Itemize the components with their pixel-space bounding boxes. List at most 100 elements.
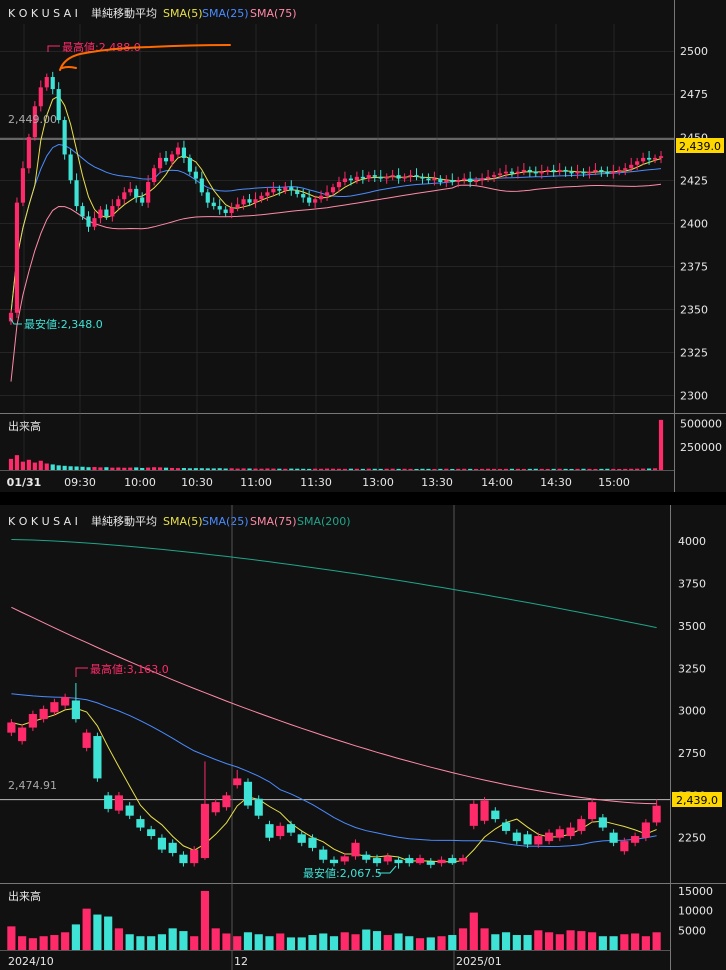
legend-sma25-daily: SMA(25) xyxy=(202,515,249,528)
candle-body xyxy=(372,175,377,177)
sma25-line xyxy=(10,143,662,313)
candle-body xyxy=(405,858,414,864)
candle-body xyxy=(98,209,103,219)
volume-bar xyxy=(62,465,67,470)
volume-bar xyxy=(609,936,618,950)
volume-bar xyxy=(641,468,646,470)
candle-body xyxy=(276,825,285,837)
volume-bar xyxy=(136,936,145,950)
volume-bar xyxy=(515,468,520,470)
volume-bar xyxy=(330,468,336,470)
candle-body xyxy=(61,697,70,706)
candle-body xyxy=(652,157,658,160)
daily-chart-svg: K O K U S A I 単純移動平均 SMA(5) SMA(25) SMA(… xyxy=(0,505,726,970)
volume-bar xyxy=(402,468,407,470)
candle-body xyxy=(253,199,258,203)
ref-line-label-daily: 2,474.91 xyxy=(8,779,57,792)
volume-bar xyxy=(523,935,532,950)
candle-body xyxy=(295,190,300,195)
volume-bar xyxy=(647,468,652,470)
high-label-daily: 最高値:3,163.0 xyxy=(90,662,169,676)
candle-body xyxy=(265,192,270,196)
volume-bar xyxy=(629,468,634,470)
volume-bar xyxy=(211,928,220,950)
volume-bar xyxy=(432,468,437,470)
handwritten-mark xyxy=(59,44,231,71)
handwritten-mark-tail xyxy=(61,66,77,69)
candle-body xyxy=(271,188,276,193)
volume-bar xyxy=(555,934,564,950)
volume-bar xyxy=(491,934,500,950)
candle-body xyxy=(432,178,437,181)
candle-body xyxy=(575,171,580,174)
candle-body xyxy=(140,197,145,203)
candle-body xyxy=(599,169,604,172)
volume-bar xyxy=(68,466,73,470)
x-tick-label: 14:30 xyxy=(540,476,572,489)
candle-body xyxy=(319,849,328,860)
candle-body xyxy=(247,199,252,203)
volume-bar xyxy=(205,468,210,470)
candle-body xyxy=(235,204,240,208)
volume-bar xyxy=(265,936,274,950)
candle-body xyxy=(241,199,246,205)
candle-body xyxy=(114,795,124,811)
candle-body xyxy=(555,829,564,838)
volume-bar xyxy=(114,928,124,950)
volume-bar xyxy=(319,468,324,470)
candle-body xyxy=(80,206,85,217)
volume-bar xyxy=(623,468,628,470)
volume-bar xyxy=(26,459,31,470)
volume-bar xyxy=(146,467,151,470)
candle-body xyxy=(289,187,294,191)
volume-bar xyxy=(301,468,306,470)
volume-bar xyxy=(652,468,658,470)
candle-body xyxy=(468,178,473,182)
candle-body xyxy=(438,178,443,182)
candle-body xyxy=(116,199,121,207)
volume-bar xyxy=(324,468,330,470)
volume-bar xyxy=(563,468,568,470)
legend-sma200-daily: SMA(200) xyxy=(297,515,351,528)
candle-body xyxy=(62,120,67,155)
candle-body xyxy=(125,805,134,816)
candle-body xyxy=(233,778,242,786)
volume-bar xyxy=(405,936,414,950)
candle-body xyxy=(71,700,80,720)
candle-body xyxy=(329,859,339,864)
candle-body xyxy=(635,161,640,165)
candle-body xyxy=(324,192,330,196)
volume-tick-label: 500000 xyxy=(680,418,722,431)
candle-body xyxy=(539,171,544,174)
candle-body xyxy=(366,175,371,179)
volume-bar xyxy=(444,468,449,470)
volume-bar xyxy=(383,935,392,950)
y-tick-label: 2325 xyxy=(680,346,708,359)
volume-bar xyxy=(462,468,467,470)
candle-body xyxy=(593,169,598,172)
candle-body xyxy=(557,169,562,172)
indicator-title: 単純移動平均 xyxy=(91,6,157,20)
candle-body xyxy=(444,180,449,182)
candle-body xyxy=(390,175,395,177)
volume-bar xyxy=(223,468,228,470)
volume-bar xyxy=(566,930,575,950)
volume-bar xyxy=(340,932,349,950)
volume-bar xyxy=(448,935,457,950)
legend-sma5: SMA(5) xyxy=(163,7,203,20)
candle-body xyxy=(330,187,336,193)
daily-x-ticks: 2024/10 12 2025/01 xyxy=(8,955,502,968)
candle-body xyxy=(420,176,425,179)
volume-bar xyxy=(551,468,556,470)
candle-body xyxy=(448,858,457,864)
volume-bar xyxy=(276,933,285,950)
candle-body xyxy=(39,708,48,720)
candle-body xyxy=(134,188,139,198)
candle-body xyxy=(383,856,392,862)
volume-bar xyxy=(20,461,25,470)
candle-body xyxy=(351,842,360,857)
volume-bar xyxy=(497,468,503,470)
low-label: 最安値:2,348.0 xyxy=(24,317,103,331)
candle-body xyxy=(426,861,435,865)
volume-bar xyxy=(61,932,70,950)
